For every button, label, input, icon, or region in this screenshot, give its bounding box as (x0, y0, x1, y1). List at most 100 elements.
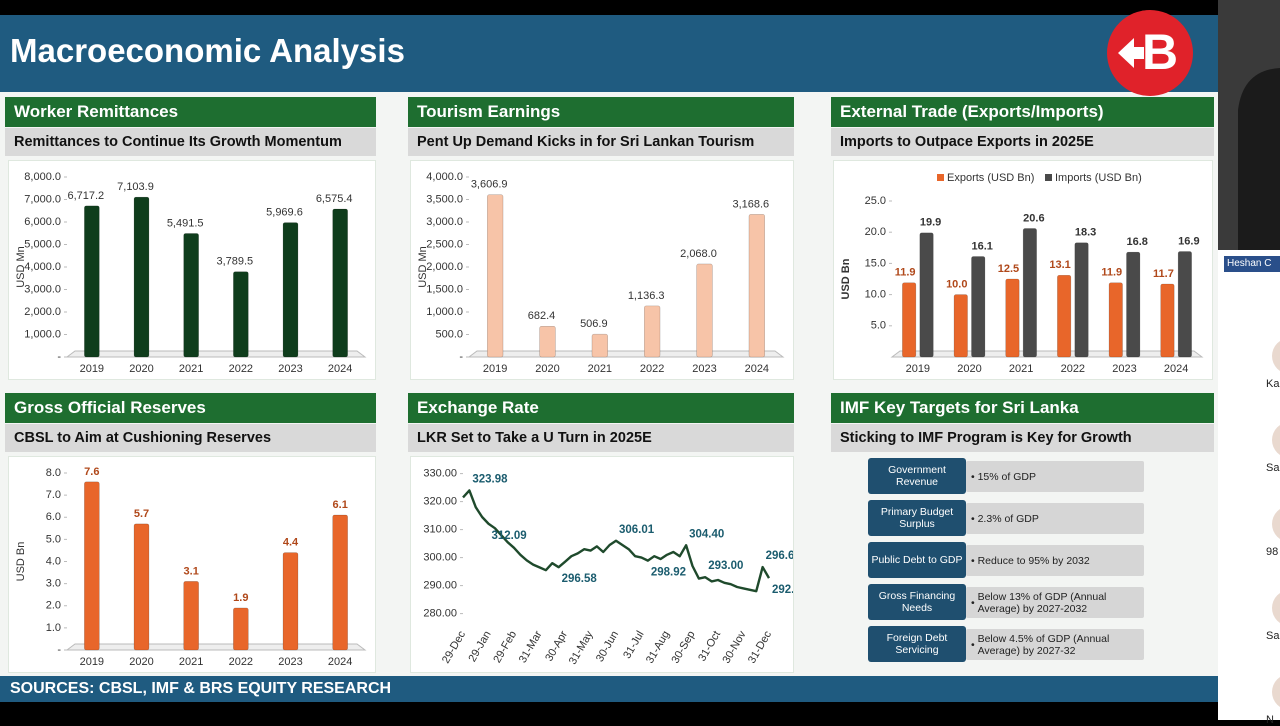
bar (1160, 283, 1175, 358)
annotation: 296.62 (766, 550, 794, 562)
value-label: 6.1 (333, 499, 348, 511)
annotation: 293.00 (708, 560, 743, 572)
y-tick-label: - (57, 351, 61, 363)
x-tick-label: 29-Feb (491, 629, 519, 665)
value-label: 16.1 (972, 240, 993, 252)
x-tick-label: 30-Nov (720, 629, 748, 666)
panel-title: External Trade (Exports/Imports) (831, 97, 1214, 127)
bar (953, 294, 968, 358)
value-label: 12.5 (998, 263, 1019, 275)
y-axis-title: USD Bn (15, 542, 27, 582)
imf-detail: Below 13% of GDP (Annual Average) by 202… (966, 587, 1144, 618)
value-label: 506.9 (580, 318, 608, 330)
bar (539, 325, 556, 358)
value-label: 3,168.6 (732, 198, 769, 210)
x-tick-label: 29-Jan (466, 629, 493, 664)
y-tick-label: 6,000.0 (24, 216, 61, 228)
y-tick-label: 2,000.0 (426, 261, 463, 273)
y-tick-label: 500.0 (435, 328, 463, 340)
imf-row: Public Debt to GDPReduce to 95% by 2032 (868, 542, 1144, 578)
y-tick-label: 4,000.0 (426, 171, 463, 183)
x-tick-label: 31-May (567, 629, 596, 667)
participant-name: Sa (1266, 630, 1280, 642)
y-tick-label: 330.00 (423, 468, 457, 480)
participant-avatar (1272, 422, 1280, 458)
x-tick-label: 30-Apr (543, 629, 570, 664)
logo-arrow (1118, 38, 1144, 68)
value-label: 1.9 (233, 592, 248, 604)
chart: 280.00 290.00 300.00 310.00 320.00 330.00 29-D… (410, 456, 794, 673)
chart: USD Bn 5.0 10.0 15.0 20.0 25.0 2019 11.9 19.9 202… (833, 160, 1213, 380)
x-tick-label: 2024 (328, 363, 352, 375)
panel-title: Exchange Rate (408, 393, 794, 423)
bar (133, 196, 150, 358)
bar (971, 256, 986, 358)
logo: B (1107, 10, 1193, 96)
x-tick-label: 2019 (483, 363, 507, 375)
value-label: 4.4 (283, 537, 299, 549)
bar (282, 552, 299, 651)
logo-circle (1107, 10, 1193, 96)
x-tick-label: 30-Sep (669, 629, 697, 666)
x-tick-label: 2023 (278, 656, 302, 668)
imf-target: Government Revenue (868, 458, 966, 494)
legend-swatch (937, 174, 944, 181)
logo-text: B (1142, 24, 1178, 80)
panel-subtitle: Sticking to IMF Program is Key for Growt… (831, 424, 1214, 452)
annotation: 304.40 (689, 528, 724, 540)
annotation: 312.09 (492, 530, 527, 542)
bar (332, 514, 348, 651)
participant-name: Sa (1266, 462, 1280, 474)
bar (696, 263, 713, 358)
panel-title: Gross Official Reserves (5, 393, 376, 423)
bar (1057, 274, 1072, 358)
y-tick-label: 7,000.0 (24, 193, 61, 205)
x-tick-label: 29-Dec (440, 629, 468, 666)
bar (748, 214, 765, 358)
value-label: 3.1 (184, 565, 199, 577)
value-label: 16.9 (1178, 235, 1199, 247)
y-tick-label: 1,500.0 (426, 283, 463, 295)
bar (591, 333, 608, 358)
y-tick-label: 15.0 (865, 257, 886, 269)
chart: USD Bn - 1.0 2.0 3.0 4.0 5.0 6.0 7.0 8.0 2019 7.6 20… (8, 456, 376, 673)
participant-avatar (1272, 338, 1280, 374)
imf-target: Public Debt to GDP (868, 542, 966, 578)
silhouette (1238, 68, 1280, 250)
participant-name: Ka (1266, 378, 1280, 390)
x-tick-label: 2021 (179, 363, 203, 375)
imf-detail: Reduce to 95% by 2032 (966, 545, 1144, 576)
y-tick-label: 6.0 (46, 511, 61, 523)
y-axis-title: USD Mn (15, 246, 27, 288)
y-tick-label: 300.00 (423, 552, 457, 564)
bar (902, 282, 917, 358)
x-tick-label: 31-Dec (746, 629, 774, 666)
y-tick-label: 1,000.0 (24, 328, 61, 340)
participant-avatar (1272, 674, 1280, 710)
imf-detail: Below 4.5% of GDP (Annual Average) by 20… (966, 629, 1144, 660)
y-axis-title: USD Bn (840, 258, 852, 299)
value-label: 3,789.5 (216, 256, 253, 268)
x-tick-label: 31-Oct (696, 629, 723, 664)
value-label: 16.8 (1127, 236, 1148, 248)
bar (84, 481, 100, 651)
imf-target: Gross Financing Needs (868, 584, 966, 620)
floor (65, 643, 367, 651)
participant-avatar (1272, 590, 1280, 626)
x-tick-label: 2023 (278, 363, 302, 375)
value-label: 5,491.5 (167, 217, 204, 229)
y-tick-label: 2,500.0 (426, 238, 463, 250)
panel-subtitle: CBSL to Aim at Cushioning Reserves (5, 424, 376, 452)
x-tick-label: 2024 (745, 363, 769, 375)
sources: SOURCES: CBSL, IMF & BRS EQUITY RESEARCH (0, 676, 1218, 702)
panel-title: Worker Remittances (5, 97, 376, 127)
y-tick-label: 7.0 (46, 489, 61, 501)
y-tick-label: 1.0 (46, 622, 61, 634)
y-tick-label: 5,000.0 (24, 238, 61, 250)
imf-row: Gross Financing NeedsBelow 13% of GDP (A… (868, 584, 1144, 620)
value-label: 6,717.2 (67, 190, 104, 202)
y-tick-label: 290.00 (423, 580, 457, 592)
x-tick-label: 2020 (957, 363, 981, 375)
x-tick-label: 2024 (328, 656, 352, 668)
x-tick-label: 2022 (640, 363, 664, 375)
